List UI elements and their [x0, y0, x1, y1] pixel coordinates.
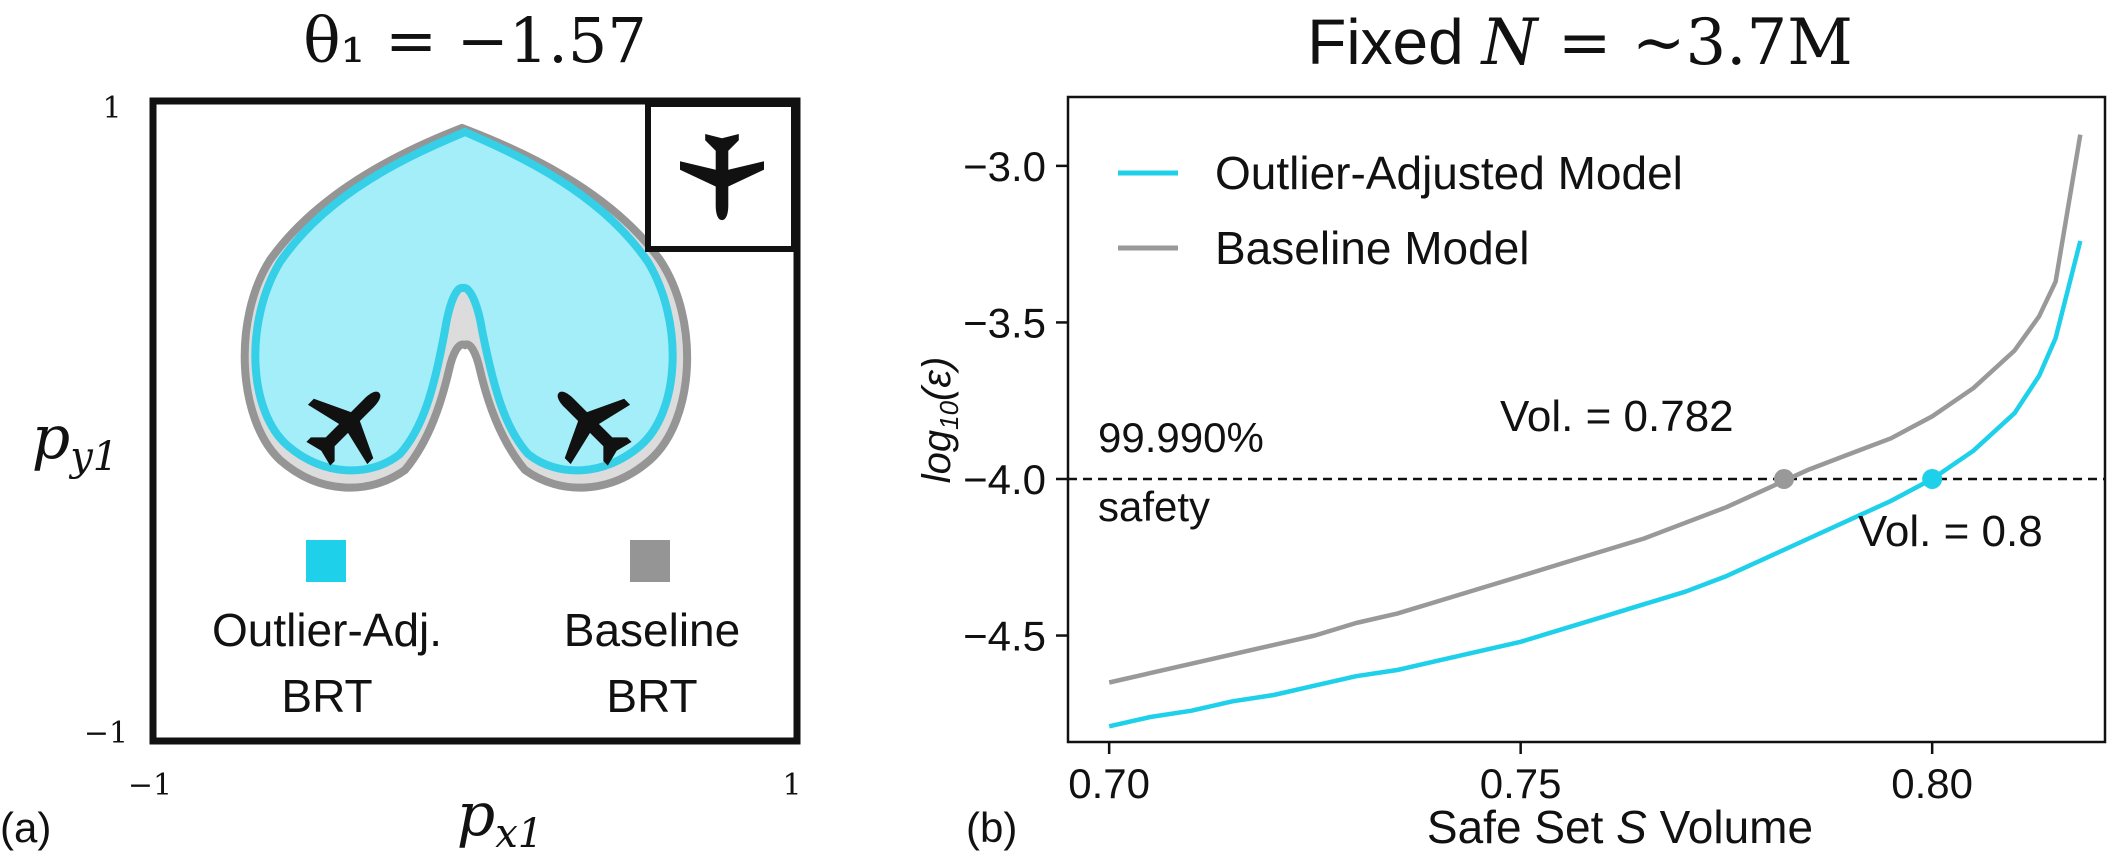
marker-point [1922, 468, 1943, 489]
x-tick-label: 0.80 [1891, 760, 1973, 807]
outlier-adj-legend-line1: Outlier-Adj. [212, 604, 442, 656]
panel-a-ylabel: py1 [32, 403, 118, 480]
y-tick-label: −4.0 [963, 456, 1046, 503]
x-min-label: −1 [128, 768, 172, 803]
panel-a-tag: (a) [0, 804, 51, 851]
outlier-adj-legend-line2: BRT [281, 670, 372, 722]
series-lines [1108, 134, 2083, 729]
baseline-legend-line2: BRT [606, 670, 697, 722]
panel-b-xlabel: Safe Set S Volume [1427, 801, 1813, 853]
baseline-legend-line1: Baseline [564, 604, 740, 656]
outlier-adj-legend-swatch [306, 540, 346, 582]
panel-a-title: θ₁ = −1.57 [303, 4, 647, 77]
panel-a-xlabel: px1 [457, 780, 543, 857]
ego-aircraft-inset [645, 101, 797, 252]
series-line-outlier-adjusted [1108, 240, 2083, 729]
outlier-adjusted-brt-region [251, 127, 677, 475]
marker-point [1774, 468, 1795, 489]
marker-annotation-outlier: Vol. = 0.8 [1858, 507, 2043, 556]
axis-ticks: 0.70 0.75 0.80 −3.0 −3.5 −4.0 −4.5 [963, 143, 1973, 807]
legend-label-outlier: Outlier-Adjusted Model [1215, 147, 1683, 199]
panel-b-ylabel: log10(ε) [915, 357, 964, 484]
series-line-baseline [1108, 134, 2083, 685]
marker-annotation-baseline: Vol. = 0.782 [1500, 392, 1734, 441]
x-tick-label: 0.75 [1480, 760, 1562, 807]
legend-label-baseline: Baseline Model [1215, 222, 1530, 274]
y-max-label: 1 [102, 91, 121, 126]
y-tick-label: −3.0 [963, 143, 1046, 190]
y-min-label: −1 [84, 716, 128, 751]
panel-b-title: Fixed N = ~3.7M [1307, 6, 1853, 80]
threshold-label-line2: safety [1098, 483, 1210, 530]
y-tick-label: −3.5 [963, 299, 1046, 346]
baseline-legend-swatch [630, 540, 670, 582]
plot-area-frame [1066, 95, 2107, 744]
y-tick-label: −4.5 [963, 613, 1046, 660]
threshold-label-line1: 99.990% [1098, 414, 1264, 461]
x-tick-label: 0.70 [1068, 760, 1150, 807]
marker-points [1774, 468, 1943, 489]
panel-b-tag: (b) [966, 804, 1017, 851]
x-max-label: 1 [782, 768, 801, 803]
